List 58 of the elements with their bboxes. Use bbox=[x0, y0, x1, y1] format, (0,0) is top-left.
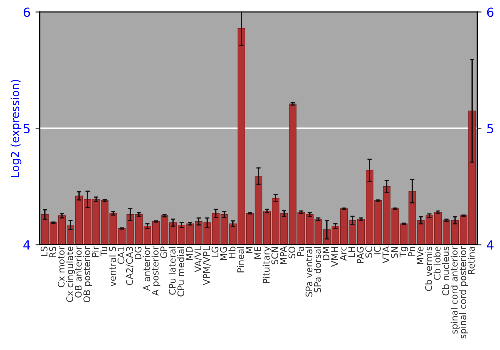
x-tick-label: SPa ventral bbox=[306, 247, 313, 297]
x-tick-label: MPA bbox=[280, 246, 287, 264]
x-tick-label: VA/VL bbox=[194, 246, 202, 272]
x-tick-label: PAG bbox=[357, 247, 364, 264]
x-tick-label: Tu bbox=[100, 247, 108, 256]
x-tick-label: Cb nucleus bbox=[442, 246, 450, 296]
y-tick-label: 6 bbox=[24, 8, 30, 18]
x-tick-label: CA2/CA3 bbox=[126, 247, 134, 286]
x-tick-label: GP bbox=[160, 246, 168, 258]
x-tick-label: OB posterior bbox=[83, 246, 92, 303]
x-tick-label: A anterior bbox=[143, 246, 150, 292]
x-tick-label: CPu lateral bbox=[168, 247, 176, 295]
x-tick-label: A posterior bbox=[152, 246, 161, 296]
x-tick-label: CPu medial bbox=[177, 247, 184, 297]
y-tick-label: 5 bbox=[24, 124, 30, 134]
x-tick-label: Pineal bbox=[237, 247, 244, 273]
x-tick-label: LG bbox=[212, 247, 219, 258]
x-tick-label: SPa dorsal bbox=[314, 247, 322, 293]
x-tick-label: LH bbox=[348, 247, 356, 258]
x-tick-label: VPM/VPL bbox=[203, 246, 211, 286]
x-tick-label: SN bbox=[391, 247, 398, 258]
x-tick-label: MD bbox=[186, 246, 193, 260]
x-tick-label: VMH bbox=[332, 247, 338, 268]
y2-tick-label: 6 bbox=[487, 8, 494, 18]
x-tick-label: Cx motor bbox=[58, 246, 65, 288]
x-tick-label: Arc bbox=[340, 246, 347, 261]
x-tick-label: LS bbox=[40, 246, 48, 256]
x-tick-label: Pituitary bbox=[262, 246, 272, 284]
x-tick-label: DG bbox=[134, 247, 142, 260]
x-tick-label: M bbox=[246, 247, 253, 254]
x-tick-label: DM bbox=[323, 247, 330, 260]
y2-tick-label: 5 bbox=[487, 124, 494, 134]
x-tick-label: MG bbox=[220, 247, 228, 260]
x-tick-label: OB anterior bbox=[74, 246, 82, 298]
y2-tick-label: 4 bbox=[487, 240, 494, 250]
x-tick-label: SC bbox=[366, 246, 372, 258]
x-tick-label: Cb vermis bbox=[425, 246, 432, 292]
x-tick-label: Cx cingulate bbox=[66, 246, 76, 302]
x-tick-label: IC bbox=[374, 246, 381, 254]
x-tick-label: SO bbox=[288, 246, 296, 259]
x-tick-label: spinal cord posterior bbox=[459, 246, 468, 339]
x-tick-label: Pa bbox=[297, 247, 304, 256]
x-tick-label: CA1 bbox=[118, 247, 125, 264]
x-tick-label: MVe bbox=[417, 246, 424, 264]
y-axis-title: Log2 (expression) bbox=[10, 80, 22, 178]
x-tick-label: SCN bbox=[272, 247, 278, 265]
x-tick-label: Retina bbox=[468, 247, 475, 274]
x-tick-label: Pn bbox=[408, 247, 416, 257]
x-tick-label: RS bbox=[49, 246, 56, 258]
x-tick-label: ME bbox=[254, 246, 262, 259]
x-tick-label: spinal cord anterior bbox=[450, 246, 460, 334]
x-tick-label: Tg bbox=[400, 247, 408, 258]
x-tick-label: VTA bbox=[382, 246, 390, 264]
y-tick-label: 4 bbox=[24, 240, 30, 250]
x-tick-label: Pir bbox=[92, 246, 99, 257]
x-tick-label: Hb bbox=[228, 246, 236, 258]
x-tick-label: ventral S bbox=[109, 246, 116, 287]
x-tick-label: Cb lobe bbox=[434, 246, 441, 280]
